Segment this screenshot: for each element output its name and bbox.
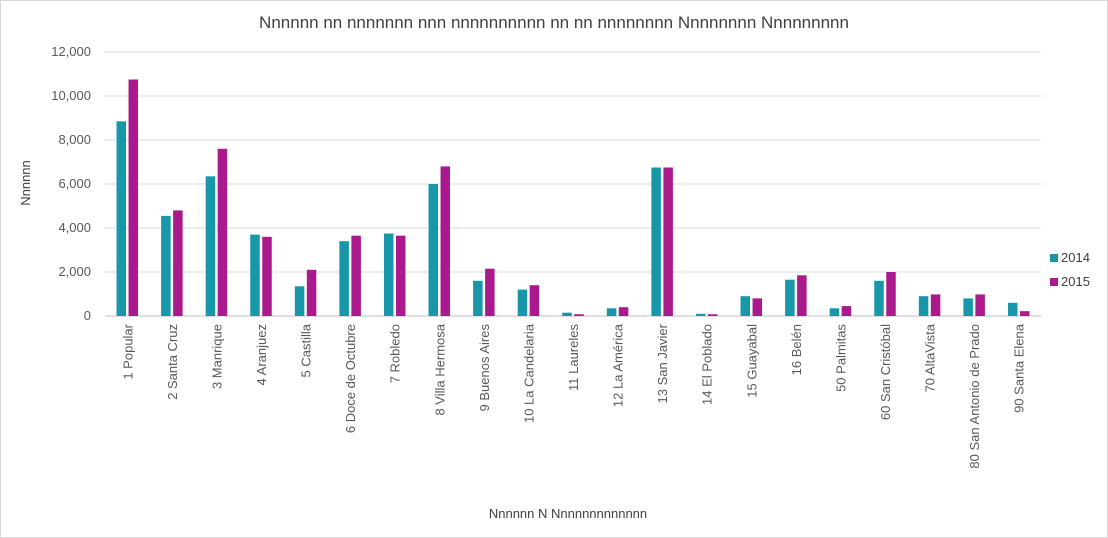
bar-2015 [351, 235, 361, 316]
x-tick-label: 2 Santa Cruz [165, 324, 180, 400]
x-tick-label: 7 Robledo [388, 324, 403, 383]
bar-2014 [383, 233, 394, 316]
x-tick-label: 90 Santa Elena [1012, 323, 1027, 413]
x-tick-label: 1 Popular [120, 323, 135, 379]
bar-2014 [428, 184, 439, 316]
x-tick-label: 70 AltaVista [923, 323, 938, 392]
bars [116, 79, 1030, 316]
y-tick-label: 6,000 [58, 176, 91, 191]
bar-2015 [841, 306, 852, 316]
bar-2015 [529, 285, 540, 316]
legend-swatch-2015 [1050, 278, 1058, 286]
y-tick-label: 4,000 [58, 220, 91, 235]
bar-2015 [663, 167, 673, 316]
legend: 2014 2015 [1050, 250, 1090, 289]
bar-2015 [752, 298, 763, 316]
y-axis-label: Nnnnnn [18, 160, 33, 206]
y-tick-label: 8,000 [58, 132, 91, 147]
bar-2014 [740, 296, 751, 316]
bar-2015 [217, 148, 228, 316]
x-axis-label: Nnnnnn N Nnnnnnnnnnnnn [489, 506, 647, 521]
y-tick-label: 0 [84, 308, 91, 323]
bar-2014 [294, 286, 305, 316]
bar-2014 [1007, 302, 1018, 316]
bar-2015 [574, 314, 584, 316]
y-axis-ticks: 0 2,000 4,000 6,000 8,000 10,000 12,000 [51, 44, 91, 323]
bar-2015 [707, 314, 718, 316]
x-tick-label: 16 Belén [789, 324, 804, 375]
x-axis-ticks: 1 Popular 2 Santa Cruz 3 Manrique 4 Aranjue… [120, 323, 1026, 468]
bar-2014 [250, 234, 260, 316]
x-tick-label: 50 Palmitas [833, 324, 848, 392]
bar-2014 [517, 289, 528, 316]
bar-2015 [618, 307, 629, 316]
bar-2015 [797, 275, 807, 316]
x-tick-label: 8 Villa Hermosa [432, 323, 447, 415]
x-tick-label: 15 Guayabal [744, 324, 759, 398]
bar-2014 [116, 121, 127, 316]
bar-2015 [173, 210, 183, 316]
bar-2015 [128, 79, 139, 316]
x-tick-label: 60 San Cristóbal [878, 324, 893, 420]
bar-2015 [886, 272, 896, 316]
bar-2014 [829, 308, 840, 316]
chart-title: Nnnnnn nn nnnnnnn nnn nnnnnnnnnn nn nn n… [259, 13, 849, 32]
bar-2014 [473, 280, 483, 316]
y-tick-label: 12,000 [51, 44, 91, 59]
bar-2015 [1019, 311, 1030, 316]
bar-2014 [695, 313, 706, 316]
x-tick-label: 9 Buenos Aires [477, 324, 492, 412]
bar-2014 [205, 176, 216, 316]
bar-2015 [262, 236, 272, 316]
x-tick-label: 13 San Javier [655, 323, 670, 403]
legend-label-2014: 2014 [1061, 250, 1090, 265]
bar-2014 [963, 298, 973, 316]
bar-2015 [975, 294, 985, 316]
legend-label-2015: 2015 [1061, 274, 1090, 289]
bar-2014 [339, 241, 349, 316]
x-tick-label: 5 Castilla [299, 323, 314, 377]
bar-2014 [874, 280, 884, 316]
x-tick-label: 10 La Candelaria [521, 323, 536, 423]
x-tick-label: 11 Laureles [566, 324, 581, 391]
x-tick-label: 12 La América [611, 323, 626, 407]
bar-2015 [440, 166, 451, 316]
bar-2014 [161, 215, 171, 316]
bar-2015 [395, 235, 406, 316]
bar-2015 [930, 294, 941, 316]
x-tick-label: 80 San Antonio de Prado [967, 324, 982, 469]
x-tick-label: 3 Manrique [209, 324, 224, 389]
x-tick-label: 14 El Poblado [700, 324, 715, 405]
bar-2014 [562, 312, 572, 316]
bar-2014 [606, 308, 617, 316]
y-tick-label: 2,000 [58, 264, 91, 279]
bar-2015 [485, 268, 495, 316]
y-tick-label: 10,000 [51, 88, 91, 103]
gridlines [105, 51, 1041, 317]
bar-2015 [306, 269, 317, 316]
x-tick-label: 6 Doce de Octubre [343, 324, 358, 433]
x-tick-label: 4 Aranjuez [254, 324, 269, 385]
bar-2014 [918, 296, 929, 316]
legend-swatch-2014 [1050, 254, 1058, 262]
bar-2014 [651, 167, 661, 316]
bar-2014 [785, 279, 795, 316]
